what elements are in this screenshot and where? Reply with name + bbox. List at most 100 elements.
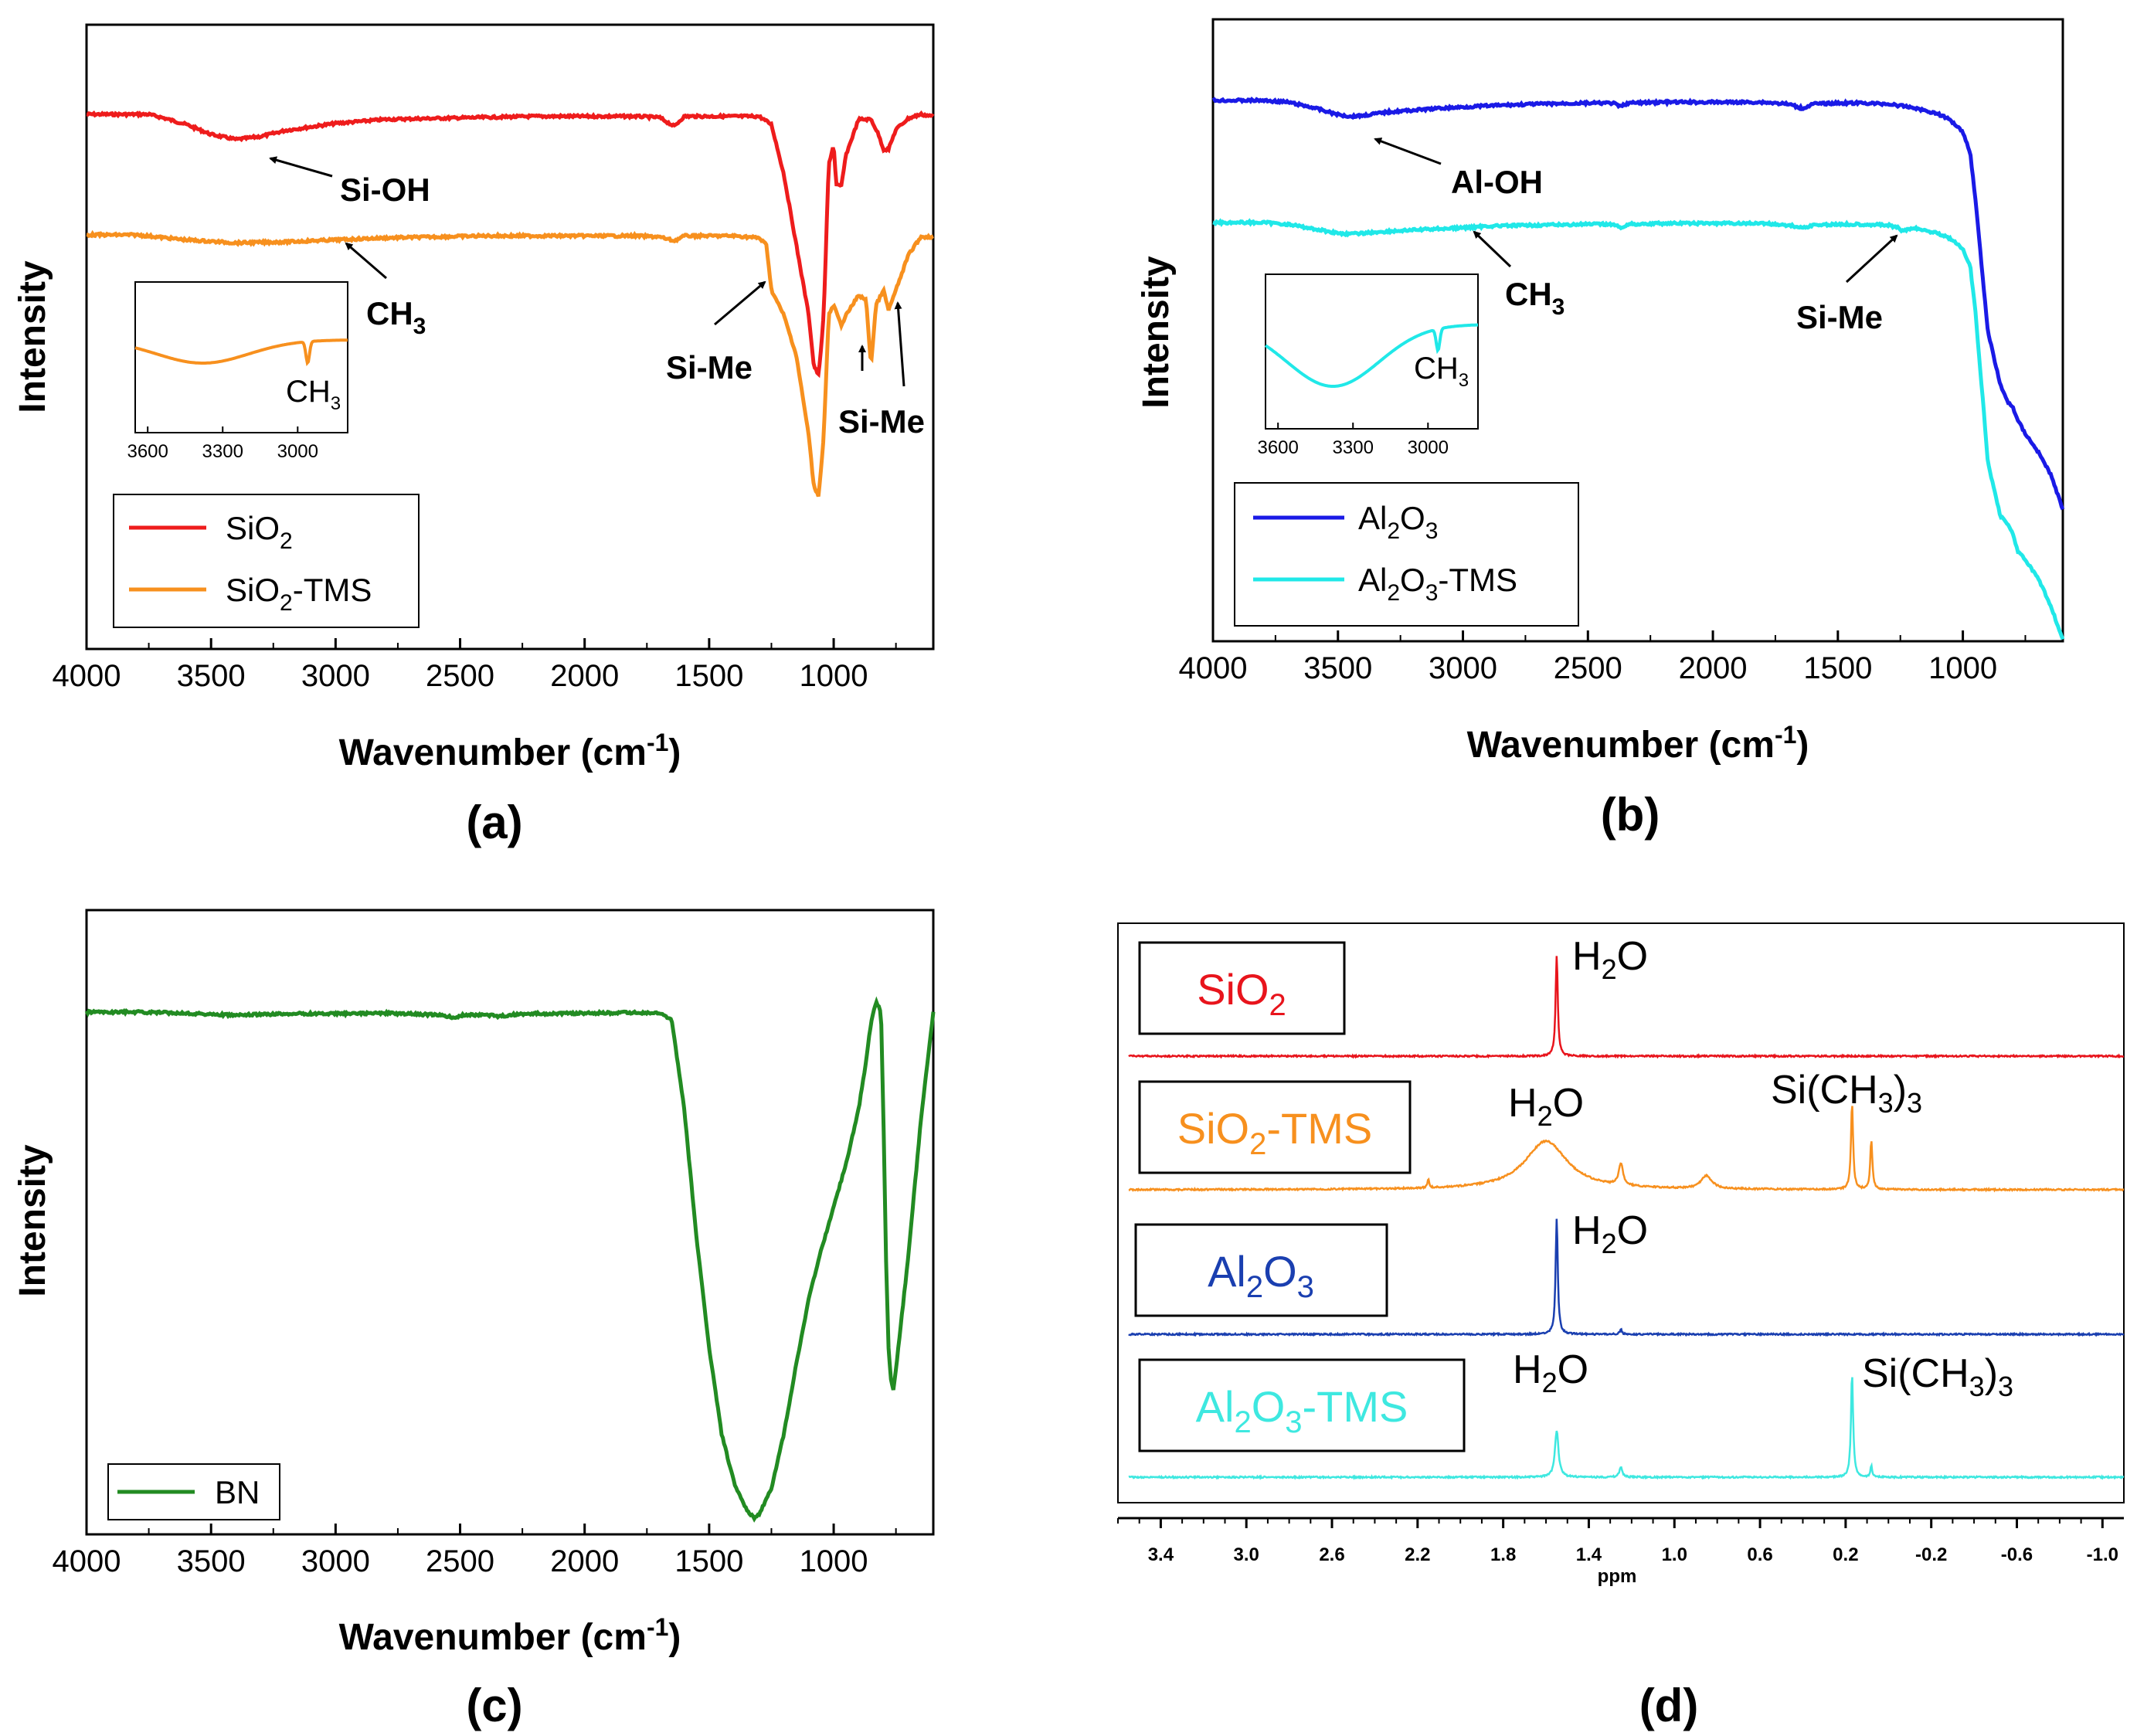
annotation-si-me-b: Si-Me [1796, 299, 1883, 335]
legend-b-entry-al2o3-tms: Al2O3-TMS [1358, 562, 1517, 606]
nmr-box-sio2-tms: SiO2-TMS [1138, 1080, 1412, 1174]
xtick-label: 1500 [674, 659, 743, 693]
panel-b-xticks: 4000 3500 3000 2500 2000 1500 1000 [1179, 630, 2027, 685]
annotation-arrow-al-oh [1374, 138, 1442, 165]
series-bn [84, 996, 936, 1523]
nmr-box-sio2-label: SiO2 [1197, 965, 1286, 1022]
annotation-si-oh: Si-OH [340, 172, 430, 208]
inset-a-trace [134, 338, 348, 367]
panel-b-frame [1211, 18, 2064, 643]
legend-a-frame [113, 494, 420, 628]
nmr-label-h2o-sio2: H2O [1572, 934, 1648, 985]
xtick-label: 2.6 [1319, 1544, 1344, 1565]
xtick-label: 3000 [301, 1544, 370, 1578]
panel-c-xlabel: Wavenumber (cm-1) [339, 1613, 681, 1658]
annotation-ch3: CH3 [366, 295, 426, 339]
xtick-label: 1000 [800, 1544, 868, 1578]
panel-c-xticks: 4000 3500 3000 2500 2000 1500 1000 [53, 1524, 897, 1578]
annotation-si-me-1: Si-Me [666, 349, 753, 386]
xtick-label: 3500 [1303, 651, 1372, 685]
legend-b-entry-al2o3: Al2O3 [1358, 500, 1438, 544]
xtick-label: 2500 [426, 659, 494, 693]
panel-a-frame [85, 23, 935, 651]
panel-d-xlabel: ppm [1598, 1566, 1637, 1587]
inset-b-trace [1264, 323, 1478, 388]
annotation-ch3-b: CH3 [1505, 276, 1565, 320]
inset-b-label: CH3 [1414, 352, 1469, 391]
panel-c-frame [85, 909, 935, 1536]
nmr-trace-sio2-tms [1128, 1106, 2125, 1193]
inset-xtick-label: 3300 [202, 441, 243, 462]
nmr-label-h2o-al2o3-tms: H2O [1513, 1347, 1588, 1398]
panel-d-label: (d) [1639, 1680, 1699, 1731]
xtick-label: 2500 [426, 1544, 494, 1578]
panel-c: 4000 3500 3000 2500 2000 1500 1000 Intensity W… [12, 909, 936, 1731]
panel-d-traces [1128, 956, 2125, 1480]
panel-a: 4000 3500 3000 2500 2000 1500 1000 Intensity W… [12, 23, 935, 848]
inset-xtick-label: 3000 [277, 441, 318, 462]
nmr-box-al2o3: Al2O3 [1134, 1223, 1388, 1317]
inset-b-frame [1265, 273, 1479, 430]
annotation-si-me-2: Si-Me [838, 403, 925, 440]
nmr-box-al2o3-frame [1134, 1223, 1388, 1317]
inset-b-xticks: 3600 3300 3000 [1257, 423, 1449, 458]
xtick-label: 3.4 [1148, 1544, 1174, 1565]
inset-a-xticks: 3600 3300 3000 [127, 426, 318, 462]
annotation-arrow-ch3-b [1473, 230, 1512, 268]
panel-a-inset: 3600 3300 3000 CH3 [127, 281, 348, 462]
xtick-label: 3500 [177, 1544, 246, 1578]
panel-a-xticks: 4000 3500 3000 2500 2000 1500 1000 [53, 638, 897, 693]
annotation-arrow-si-oh [269, 156, 333, 178]
xtick-label: 1000 [800, 659, 868, 693]
inset-xtick-label: 3300 [1333, 437, 1374, 458]
nmr-label-sich3-sio2-tms: Si(CH3)3 [1771, 1068, 1922, 1119]
xtick-label: 3.0 [1234, 1544, 1259, 1565]
legend-c-entry-bn: BN [215, 1474, 260, 1510]
nmr-trace-sio2 [1128, 956, 2125, 1059]
panel-c-legend: BN [107, 1463, 280, 1520]
xtick-label: 4000 [1179, 651, 1248, 685]
panel-b-xlabel: Wavenumber (cm-1) [1467, 721, 1809, 766]
inset-xtick-label: 3600 [1257, 437, 1298, 458]
nmr-box-sio2: SiO2 [1138, 941, 1346, 1035]
nmr-box-al2o3-tms: Al2O3-TMS [1138, 1358, 1466, 1452]
panel-b-inset: 3600 3300 3000 CH3 [1257, 273, 1479, 458]
series-sio2 [86, 110, 935, 379]
xtick-label: 3500 [177, 659, 246, 693]
inset-xtick-label: 3000 [1408, 437, 1449, 458]
panel-d-frame [1117, 922, 2125, 1503]
panel-a-ylabel: Intensity [12, 260, 53, 413]
xtick-label: 2500 [1554, 651, 1622, 685]
xtick-label: 3000 [301, 659, 370, 693]
panel-d: 3.4 3.0 2.6 2.2 1.8 1.4 1.0 0.6 0.2 -0.2 -0.6 -1.0 … [1117, 922, 2125, 1731]
nmr-box-al2o3-label: Al2O3 [1208, 1247, 1314, 1304]
xtick-label: 3000 [1429, 651, 1497, 685]
legend-a-entry-sio2-tms: SiO2-TMS [226, 572, 372, 616]
xtick-label: 0.6 [1747, 1544, 1772, 1565]
xtick-label: 2000 [1679, 651, 1748, 685]
nmr-label-h2o-sio2-tms: H2O [1508, 1081, 1584, 1132]
xtick-label: 4000 [53, 1544, 121, 1578]
xtick-label: -0.2 [1915, 1544, 1947, 1565]
nmr-box-sio2-tms-label: SiO2-TMS [1177, 1104, 1372, 1161]
panel-c-label: (c) [466, 1680, 522, 1731]
series-al2o3-tms [1212, 218, 2065, 640]
panel-b-label: (b) [1601, 789, 1660, 841]
panel-b-legend: Al2O3 Al2O3-TMS [1234, 482, 1579, 627]
xtick-label: 2000 [550, 659, 619, 693]
annotation-arrow-ch3 [345, 242, 387, 280]
nmr-trace-al2o3 [1128, 1218, 2125, 1337]
inset-a-label: CH3 [286, 375, 341, 414]
panel-b-ylabel: Intensity [1136, 256, 1177, 409]
panel-a-legend: SiO2 SiO2-TMS [113, 494, 420, 628]
annotation-arrow-si-me-1 [714, 280, 766, 326]
xtick-label: 1.0 [1662, 1544, 1687, 1565]
xtick-label: 0.2 [1833, 1544, 1858, 1565]
inset-xtick-label: 3600 [127, 441, 168, 462]
xtick-label: 2000 [550, 1544, 619, 1578]
nmr-label-sich3-al2o3-tms: Si(CH3)3 [1862, 1351, 2013, 1402]
annotation-arrow-si-me-b [1845, 234, 1898, 284]
xtick-label: 1.8 [1490, 1544, 1516, 1565]
annotation-al-oh: Al-OH [1451, 164, 1543, 200]
